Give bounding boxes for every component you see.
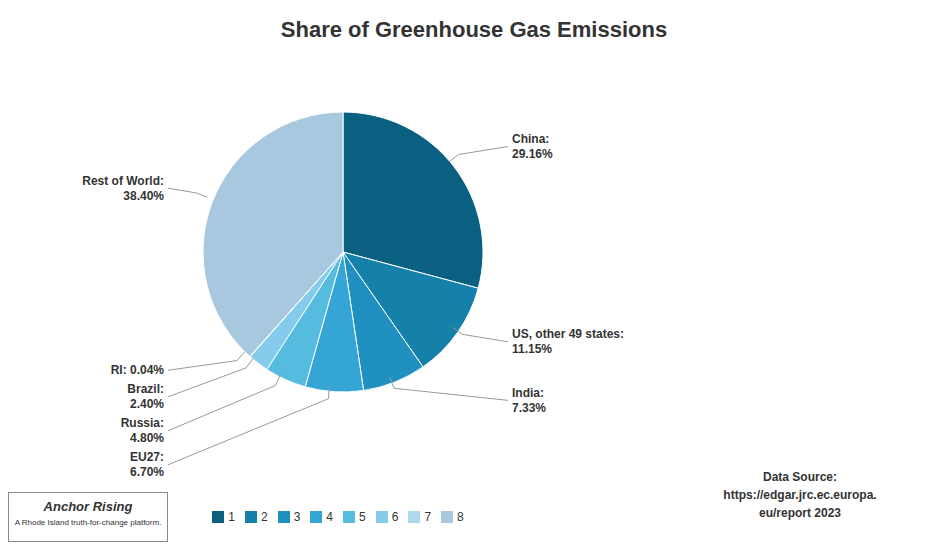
svg-text:EU27:6.70%: EU27:6.70%	[130, 450, 164, 479]
html-text:8: 8	[457, 510, 464, 524]
html-text:1: 1	[228, 510, 235, 524]
svg-text:India:7.33%: India:7.33%	[512, 386, 546, 415]
svg-text:China:29.16%: China:29.16%	[512, 132, 553, 161]
html-text:3: 3	[293, 510, 301, 524]
html-text:6: 6	[391, 510, 399, 524]
html-text:Anchor Rising: Anchor Rising	[43, 499, 133, 514]
html-text:4: 4	[326, 510, 333, 524]
html-text:5: 5	[359, 510, 366, 524]
svg-text:RI: 0.04%: RI: 0.04%	[111, 363, 165, 377]
svg-text:Rest of World:38.40%: Rest of World:38.40%	[82, 174, 164, 203]
svg-text:US, other 49 states:11.15%: US, other 49 states:11.15%	[512, 327, 624, 356]
svg-text:Russia:4.80%: Russia:4.80%	[121, 416, 165, 445]
html-text:Data Source: https://edgar.jrc: Data Source: https://edgar.jrc.ec.europa…	[723, 470, 877, 520]
html-text:2: 2	[260, 510, 268, 524]
svg-text:Brazil:2.40%: Brazil:2.40%	[127, 382, 164, 411]
html-text:A Rhode Island truth-for-chang: A Rhode Island truth-for-change platform…	[14, 518, 162, 527]
html-text:7: 7	[424, 510, 432, 524]
html-text:Share of Greenhouse Gas Emissi: Share of Greenhouse Gas Emissions	[280, 17, 668, 42]
